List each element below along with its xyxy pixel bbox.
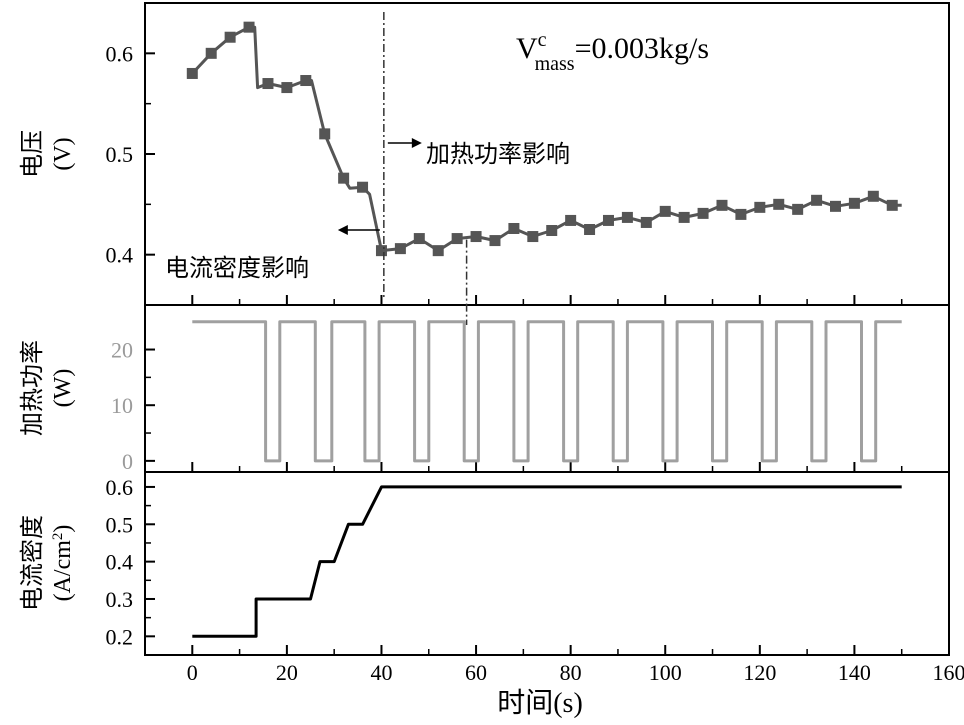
voltage-point-14 — [451, 233, 463, 245]
heating-effect-label: 加热功率影响 — [426, 141, 570, 168]
voltage-point-28 — [716, 199, 728, 211]
heating-arrow-head — [411, 138, 422, 148]
voltage-point-30 — [754, 201, 766, 213]
svg-text:(V): (V) — [50, 137, 76, 170]
voltage-point-11 — [394, 243, 406, 255]
voltage-point-12 — [413, 233, 425, 245]
heating_power-ytick-label-1: 10 — [111, 393, 133, 418]
voltage-point-32 — [792, 203, 804, 215]
mass-flow-annotation: Vc mass=0.003kg/s — [516, 29, 709, 75]
voltage-point-23 — [621, 211, 633, 223]
x-tick-label-2: 40 — [370, 660, 392, 685]
x-tick-label-3: 60 — [465, 660, 487, 685]
svg-text:(A/cm2): (A/cm2) — [50, 525, 76, 602]
voltage-point-10 — [375, 245, 387, 257]
current-panel-frame — [144, 471, 950, 656]
voltage-point-20 — [565, 214, 577, 226]
current-ylabel: 电流密度 (A/cm2) — [19, 515, 76, 611]
voltage-point-9 — [357, 181, 369, 193]
svg-text:电流密度: 电流密度 — [19, 515, 46, 611]
voltage-point-29 — [735, 208, 747, 220]
voltage-point-6 — [300, 75, 312, 87]
heating_power-series-line — [192, 320, 902, 463]
voltage-point-36 — [867, 190, 879, 202]
plot-data — [186, 21, 902, 638]
current_density-ytick-label-4: 0.6 — [106, 475, 134, 500]
svg-text:电压: 电压 — [19, 130, 46, 178]
voltage-point-22 — [602, 214, 614, 226]
voltage-point-35 — [848, 197, 860, 209]
x-tick-label-7: 140 — [838, 660, 871, 685]
heating_power-ytick-label-0: 0 — [122, 449, 133, 474]
x-tick-label-8: 160 — [933, 660, 964, 685]
voltage-point-8 — [338, 172, 350, 184]
svg-text:(W): (W) — [50, 369, 76, 408]
heating_power-ytick-label-2: 20 — [111, 338, 133, 363]
voltage-ylabel: 电压 (V) — [19, 130, 76, 178]
current_density-ytick-label-3: 0.5 — [106, 512, 134, 537]
voltage-point-31 — [773, 198, 785, 210]
voltage-point-2 — [224, 31, 236, 43]
annotations — [337, 12, 468, 325]
current_density-ytick-label-0: 0.2 — [106, 624, 134, 649]
voltage-point-19 — [546, 225, 558, 237]
voltage-point-24 — [640, 216, 652, 228]
voltage-point-3 — [243, 21, 255, 33]
voltage-point-15 — [470, 231, 482, 243]
x-tick-label-1: 20 — [276, 660, 298, 685]
x-tick-label-5: 100 — [649, 660, 682, 685]
voltage-point-7 — [319, 128, 331, 140]
current_density-ytick-label-1: 0.3 — [106, 587, 134, 612]
heating-ylabel: 加热功率 (W) — [19, 340, 76, 436]
x-tick-label-4: 80 — [560, 660, 582, 685]
voltage-point-4 — [262, 78, 274, 90]
current_density-ytick-label-2: 0.4 — [106, 550, 134, 575]
voltage-point-1 — [205, 47, 217, 59]
voltage-point-5 — [281, 82, 293, 94]
current-effect-label: 电流密度影响 — [165, 255, 309, 282]
voltage-point-33 — [811, 194, 823, 206]
x-tick-label-6: 120 — [743, 660, 776, 685]
voltage-point-13 — [432, 245, 444, 257]
voltage-ytick-label-2: 0.6 — [106, 41, 134, 66]
current_density-series-line — [192, 485, 902, 638]
voltage-point-25 — [659, 205, 671, 217]
voltage-ytick-label-0: 0.4 — [106, 243, 134, 268]
voltage-point-21 — [584, 224, 596, 235]
voltage-point-27 — [697, 207, 709, 219]
x-tick-label-0: 0 — [187, 660, 198, 685]
voltage-point-34 — [829, 200, 841, 212]
voltage-point-18 — [527, 231, 539, 243]
voltage-point-37 — [886, 199, 898, 211]
svg-text:加热功率: 加热功率 — [19, 340, 46, 436]
voltage-point-0 — [186, 67, 198, 79]
voltage-point-17 — [508, 222, 520, 234]
current-arrow-head — [337, 225, 348, 235]
voltage-point-16 — [489, 235, 501, 247]
voltage-ytick-label-1: 0.5 — [106, 142, 134, 167]
x-axis-label: 时间(s) — [497, 687, 583, 719]
voltage-point-26 — [678, 211, 690, 223]
